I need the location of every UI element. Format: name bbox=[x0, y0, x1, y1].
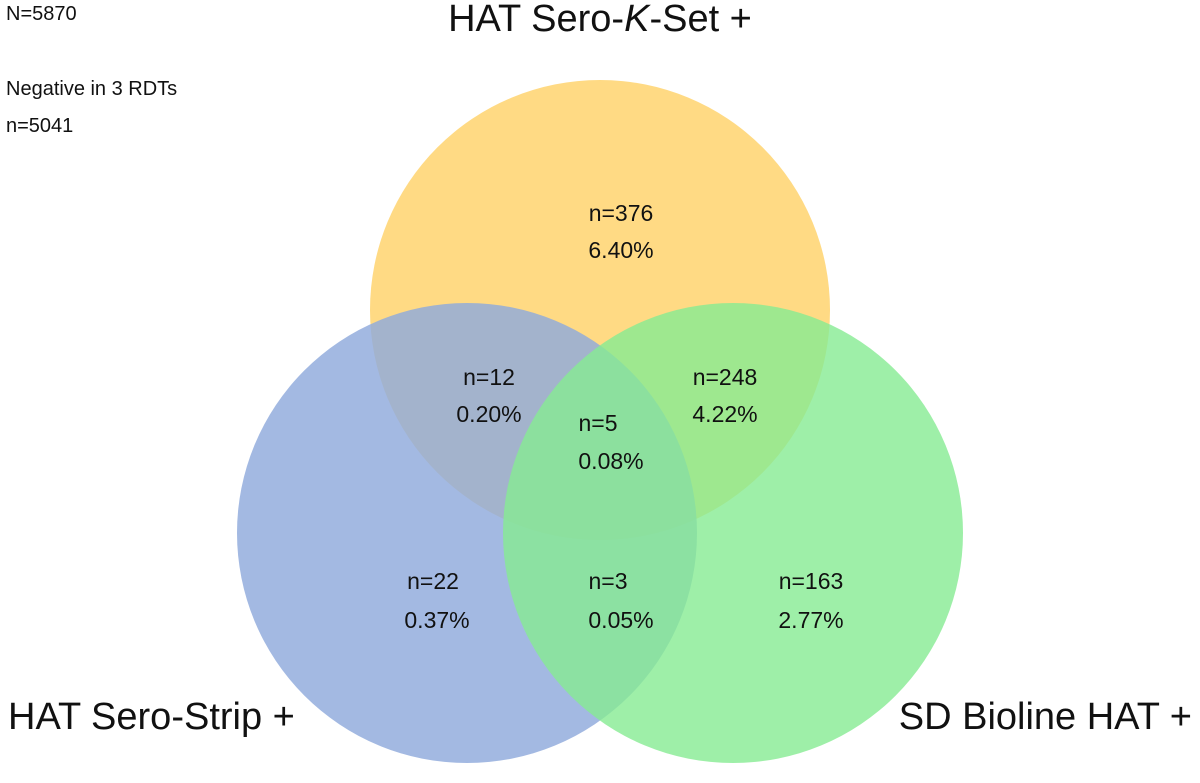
title-sd-bioline: SD Bioline HAT + bbox=[899, 696, 1192, 738]
region-sd-only-count: n=163 bbox=[779, 568, 844, 594]
region-serok-strip-count: n=12 bbox=[463, 364, 515, 390]
region-all-three-count: n=5 bbox=[578, 410, 617, 436]
region-strip-sd-percent: 0.05% bbox=[588, 607, 653, 633]
region-strip-only-count: n=22 bbox=[407, 568, 459, 594]
region-sd-only-percent: 2.77% bbox=[778, 607, 843, 633]
region-serok-only-count: n=376 bbox=[589, 200, 654, 226]
region-all-three-percent: 0.08% bbox=[578, 448, 643, 474]
circle-sd-bioline bbox=[503, 303, 963, 763]
region-serok-only-percent: 6.40% bbox=[588, 237, 653, 263]
region-serok-sd-count: n=248 bbox=[693, 364, 758, 390]
region-strip-sd-count: n=3 bbox=[588, 568, 627, 594]
negative-label: Negative in 3 RDTs bbox=[6, 78, 177, 100]
title-sero-k-set-prefix: HAT Sero- bbox=[448, 0, 624, 40]
region-serok-sd-percent: 4.22% bbox=[692, 401, 757, 427]
title-sero-k-set-italic: K bbox=[624, 0, 651, 40]
total-count: N=5870 bbox=[6, 3, 77, 25]
title-sero-k-set-suffix: -Set + bbox=[649, 0, 751, 40]
title-sero-k-set: HAT Sero-K-Set + bbox=[448, 0, 752, 40]
region-serok-strip-percent: 0.20% bbox=[456, 401, 521, 427]
negative-count: n=5041 bbox=[6, 115, 73, 137]
region-strip-only-percent: 0.37% bbox=[404, 607, 469, 633]
title-sero-strip: HAT Sero-Strip + bbox=[8, 696, 295, 738]
